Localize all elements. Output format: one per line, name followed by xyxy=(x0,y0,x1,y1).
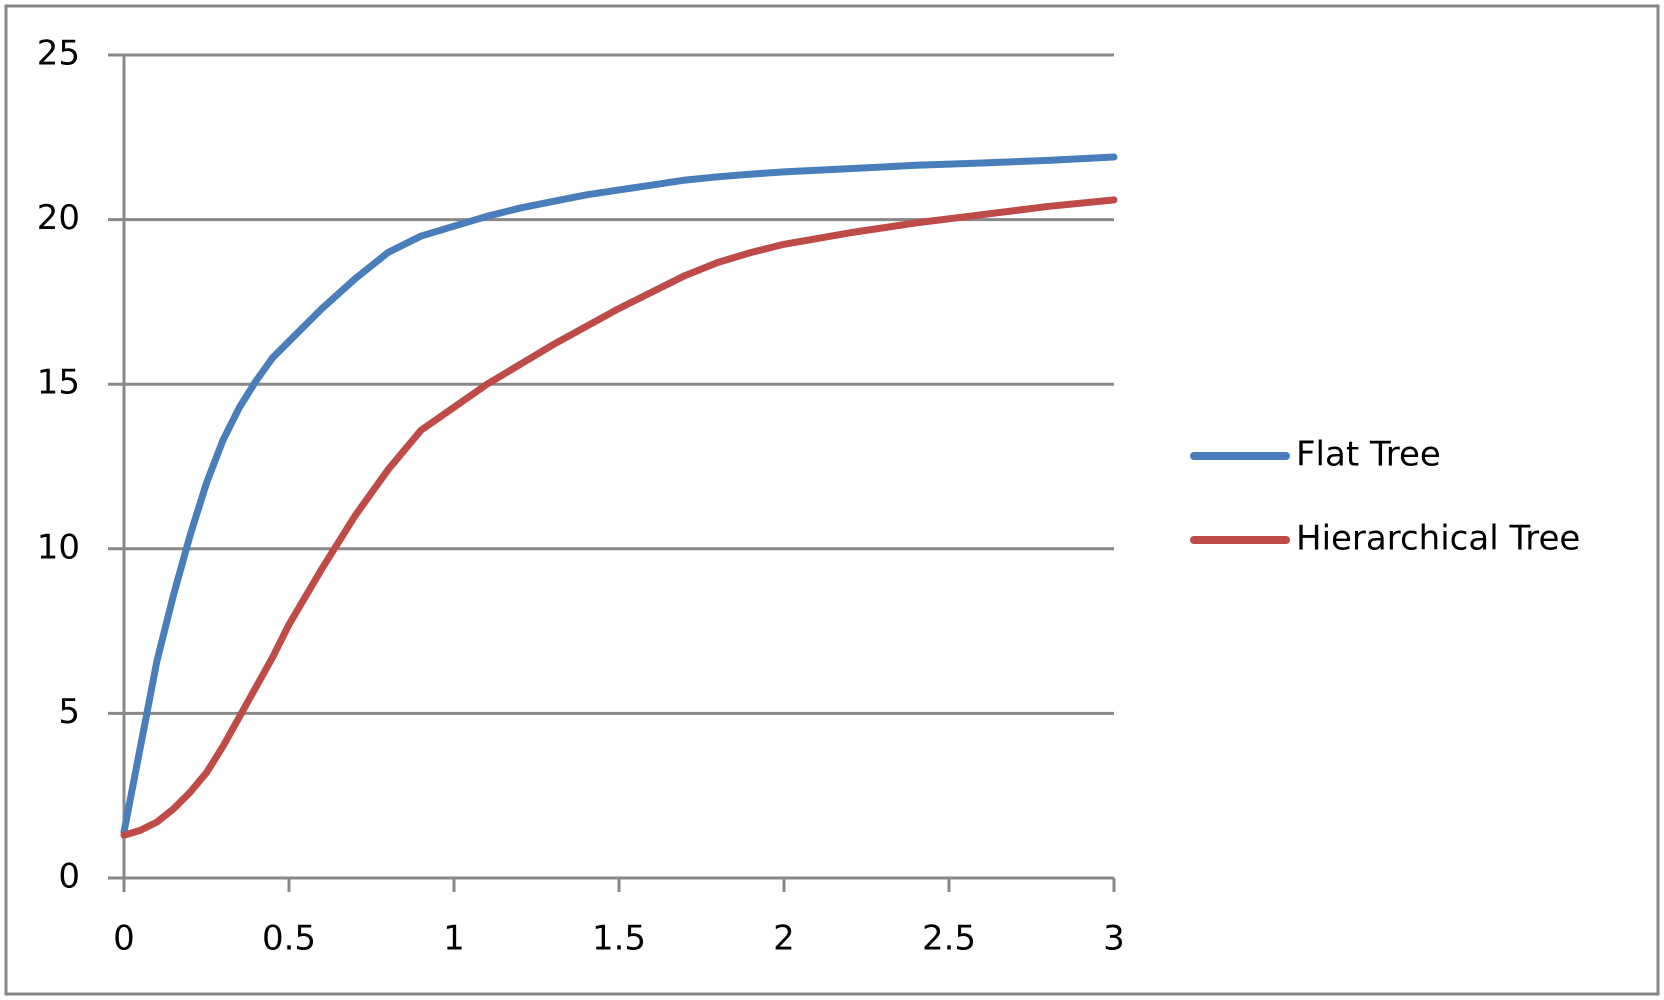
x-tick-label: 1.5 xyxy=(592,919,646,959)
y-tick-label: 15 xyxy=(37,363,80,403)
x-tick-label: 0 xyxy=(113,919,135,959)
y-tick-label: 5 xyxy=(58,692,80,732)
line-series xyxy=(120,196,1118,839)
x-tick-label: 2.5 xyxy=(922,919,976,959)
x-tick-label: 1 xyxy=(443,919,465,959)
legend-label: Hierarchical Tree xyxy=(1296,519,1580,559)
y-tick-label: 20 xyxy=(37,198,80,238)
y-tick-label: 10 xyxy=(37,527,80,567)
line-series xyxy=(120,153,1118,836)
chart-frame xyxy=(4,4,1660,996)
x-tick-label: 0.5 xyxy=(262,919,316,959)
legend-label: Flat Tree xyxy=(1296,435,1441,475)
x-tick-label: 2 xyxy=(773,919,795,959)
y-tick-label: 0 xyxy=(58,857,80,897)
y-tick-label: 25 xyxy=(37,34,80,74)
x-tick-label: 3 xyxy=(1103,919,1125,959)
